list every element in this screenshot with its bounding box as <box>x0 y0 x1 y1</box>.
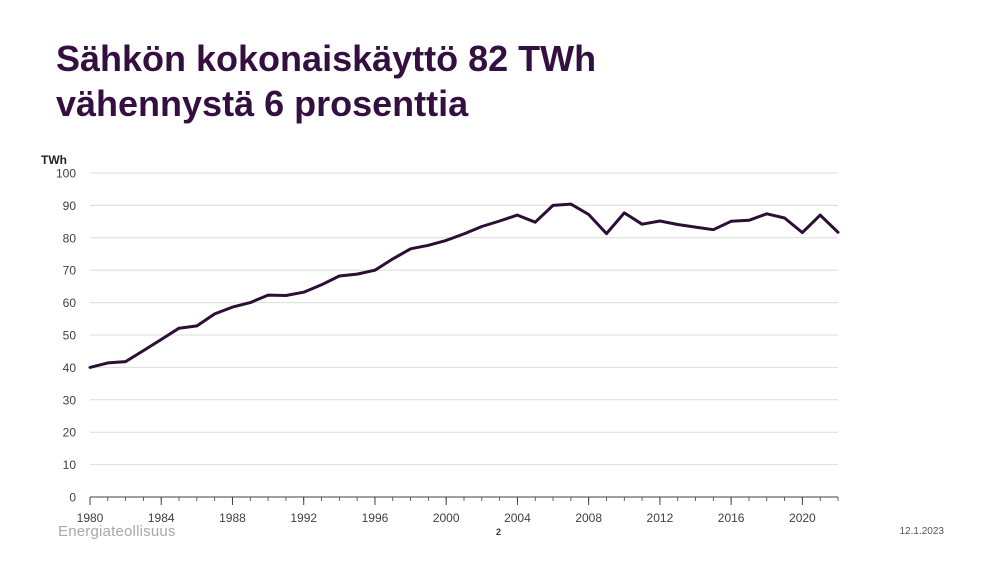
data-point-1994 <box>338 274 341 278</box>
series-group <box>88 202 840 369</box>
data-point-2022 <box>836 231 840 234</box>
x-tick-label-1988: 1988 <box>219 511 246 525</box>
x-tick-label-1996: 1996 <box>362 511 389 525</box>
data-point-2005 <box>534 221 537 224</box>
slide-title: Sähkön kokonaiskäyttö 82 TWh vähennystä … <box>56 36 596 126</box>
data-point-2009 <box>605 232 608 235</box>
data-point-1986 <box>195 324 199 328</box>
series-line-0 <box>88 202 840 369</box>
y-tick-label-20: 20 <box>63 426 77 440</box>
data-point-2021 <box>818 213 822 217</box>
data-point-1988 <box>231 305 234 309</box>
data-point-1989 <box>249 301 252 304</box>
y-tick-label-40: 40 <box>63 361 77 375</box>
energiateollisuus-logo: Energiateollisuus <box>58 523 176 540</box>
data-point-1996 <box>373 269 377 272</box>
data-point-1993 <box>320 283 323 286</box>
data-point-2004 <box>516 213 519 217</box>
y-tick-label-10: 10 <box>63 458 77 472</box>
data-point-2001 <box>462 232 466 236</box>
data-point-2010 <box>623 211 626 215</box>
data-point-1999 <box>427 244 430 247</box>
data-point-2011 <box>640 222 644 226</box>
y-tick-label-70: 70 <box>63 264 77 278</box>
data-point-2019 <box>783 216 786 220</box>
y-tick-label-90: 90 <box>63 199 77 213</box>
data-point-2002 <box>480 225 484 228</box>
data-point-2018 <box>765 212 768 216</box>
x-tick-label-2004: 2004 <box>504 511 531 525</box>
x-tick-label-2020: 2020 <box>789 511 816 525</box>
y-tick-label-50: 50 <box>63 329 77 343</box>
data-point-1997 <box>391 257 394 261</box>
slide-title-line-2: vähennystä 6 prosenttia <box>56 83 469 124</box>
slide-title-line-1: Sähkön kokonaiskäyttö 82 TWh <box>56 38 597 79</box>
x-tick-label-2000: 2000 <box>433 511 460 525</box>
x-tick-label-2016: 2016 <box>718 511 745 525</box>
data-point-1985 <box>177 326 181 330</box>
data-point-2000 <box>444 239 448 242</box>
y-tick-label-100: 100 <box>56 167 76 181</box>
data-point-1980 <box>88 366 92 369</box>
data-point-1998 <box>409 247 412 251</box>
page-number: 2 <box>496 527 502 537</box>
x-tick-label-1992: 1992 <box>290 511 317 525</box>
data-point-1984 <box>160 338 163 341</box>
x-tick-label-1980: 1980 <box>77 511 104 525</box>
data-point-2003 <box>498 219 501 223</box>
x-tick-label-1984: 1984 <box>148 511 175 525</box>
data-point-2008 <box>587 213 590 216</box>
data-point-2020 <box>801 231 804 234</box>
data-point-1992 <box>302 291 305 294</box>
x-tick-label-2012: 2012 <box>647 511 674 525</box>
x-axis: 1980 1984 1988 1992 1996 2000 2004 2008 2012 2016… <box>77 496 839 525</box>
y-tick-label-30: 30 <box>63 393 77 407</box>
data-point-1990 <box>266 293 270 297</box>
y-tick-label-60: 60 <box>63 296 77 310</box>
data-point-2007 <box>569 202 573 206</box>
data-point-1983 <box>142 349 145 352</box>
gridlines <box>90 172 838 466</box>
data-point-2012 <box>658 219 662 223</box>
data-point-2006 <box>551 204 555 207</box>
y-axis-unit-label: TWh <box>41 153 67 167</box>
data-point-2014 <box>694 225 697 229</box>
y-axis-ticks: 0 10 20 30 40 50 60 70 80 90 100 <box>56 167 76 505</box>
data-point-1981 <box>106 361 110 365</box>
data-point-2017 <box>747 219 751 222</box>
slide-date: 12.1.2023 <box>899 526 945 537</box>
data-point-2013 <box>676 223 679 226</box>
y-tick-label-0: 0 <box>69 491 76 505</box>
y-tick-label-80: 80 <box>63 231 77 245</box>
data-point-2015 <box>712 228 715 231</box>
data-point-1982 <box>124 360 127 363</box>
x-tick-label-2008: 2008 <box>575 511 602 525</box>
data-point-1991 <box>284 294 288 297</box>
data-point-2016 <box>729 220 733 223</box>
data-point-1987 <box>213 312 216 316</box>
data-point-1995 <box>355 272 359 276</box>
